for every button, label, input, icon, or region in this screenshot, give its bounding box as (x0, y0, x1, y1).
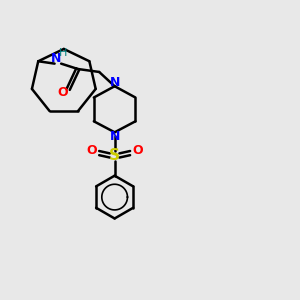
Text: S: S (109, 148, 120, 163)
Text: H: H (59, 48, 68, 58)
Text: O: O (57, 86, 68, 99)
Text: O: O (86, 144, 97, 157)
Text: O: O (132, 144, 143, 157)
Text: N: N (51, 52, 61, 65)
Text: N: N (110, 76, 120, 88)
Text: N: N (110, 130, 120, 143)
